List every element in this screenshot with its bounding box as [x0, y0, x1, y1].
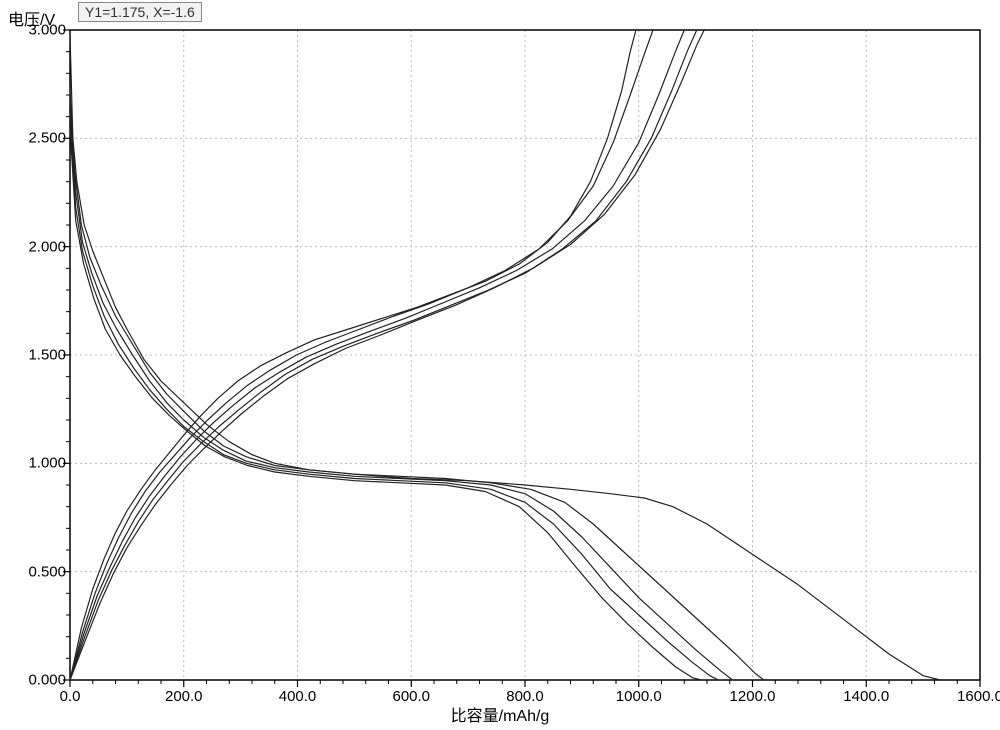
y-tick-label: 2.500	[6, 130, 66, 147]
chart-container: 电压/V Y1=1.175, X=-1.6 0.0000.5001.0001.5…	[0, 0, 1000, 730]
y-tick-label: 0.500	[6, 563, 66, 580]
plot-area	[0, 0, 1000, 730]
x-axis-title: 比容量/mAh/g	[0, 702, 1000, 726]
y-tick-label: 2.000	[6, 238, 66, 255]
y-tick-label: 1.000	[6, 455, 66, 472]
y-tick-label: 3.000	[6, 22, 66, 39]
y-tick-label: 1.500	[6, 347, 66, 364]
y-tick-label: 0.000	[6, 672, 66, 689]
